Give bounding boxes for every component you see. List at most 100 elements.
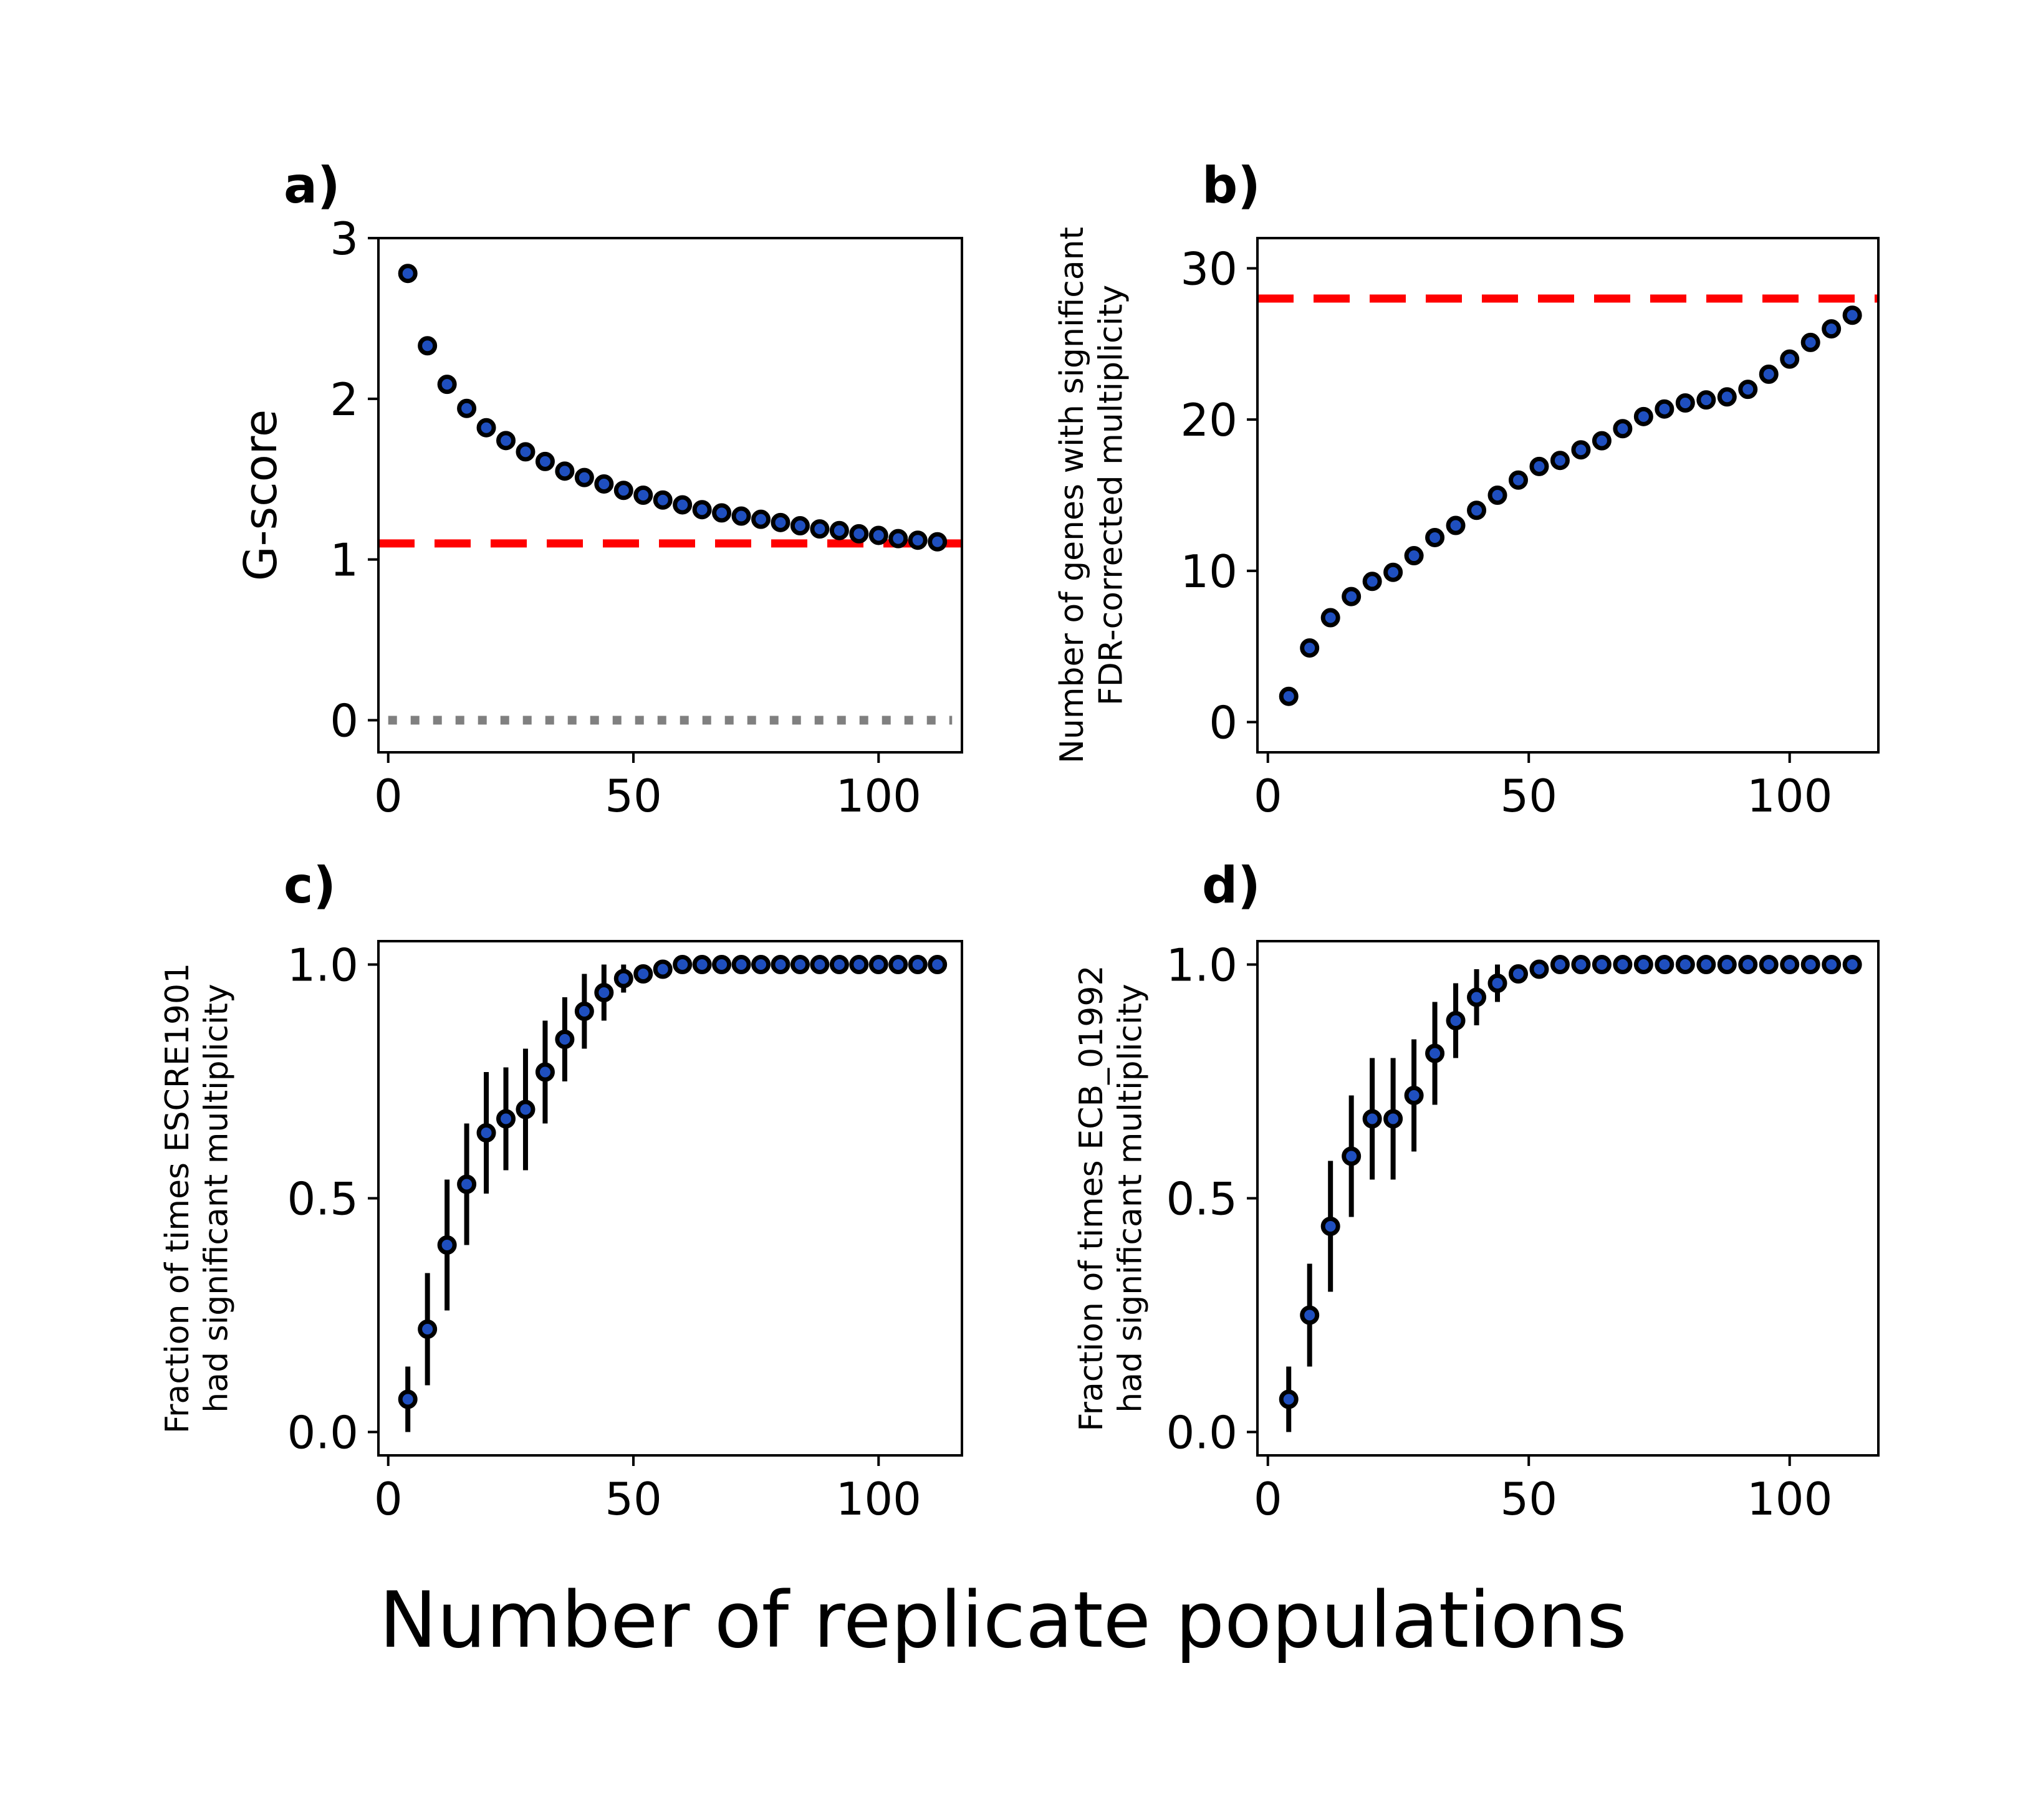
data-point	[928, 955, 948, 974]
data-point	[1446, 515, 1466, 535]
data-point	[829, 520, 849, 540]
data-point	[1467, 501, 1487, 520]
y-axis-label-line: had significant multiplicity	[198, 984, 236, 1412]
data-point	[1362, 572, 1382, 592]
y-axis-label-line: had significant multiplicity	[1112, 984, 1150, 1412]
data-point	[1425, 527, 1445, 547]
data-point	[418, 336, 438, 356]
data-point	[673, 495, 693, 515]
panel-c: c) 0 50 100 0.0 0.5 1.0 Fraction of times ESCRE…	[159, 856, 963, 1525]
data-point	[476, 418, 496, 438]
data-point	[496, 431, 516, 451]
data-point	[1696, 955, 1716, 974]
data-point	[1446, 1011, 1466, 1030]
data-point	[516, 1099, 536, 1119]
data-point	[1300, 638, 1320, 658]
data-point	[1508, 964, 1528, 984]
data-point	[731, 506, 751, 526]
data-point	[613, 481, 633, 501]
data-point	[1717, 955, 1737, 974]
data-point	[1342, 587, 1362, 606]
y-axis-label: Fraction of times ESCRE1901had significa…	[159, 963, 235, 1434]
data-point	[633, 486, 653, 505]
data-point	[1675, 393, 1695, 413]
data-point	[1529, 959, 1549, 979]
data-point	[1383, 562, 1403, 582]
data-point	[751, 955, 771, 974]
x-tick-label: 0	[374, 1473, 403, 1525]
data-point	[594, 983, 614, 1002]
y-tick-label: 10	[1180, 545, 1237, 598]
panel-label: a)	[284, 156, 340, 214]
data-point	[1842, 305, 1862, 325]
panel-a: a) 0 50 100 0 1 2 3 G-score	[234, 156, 963, 822]
x-tick-label: 100	[1747, 770, 1832, 822]
y-axis-label-line: FDR-corrected multiplicity	[1093, 285, 1130, 706]
data-point	[613, 969, 633, 989]
data-point	[790, 515, 810, 535]
data-point	[868, 955, 888, 974]
data-point	[790, 955, 810, 974]
x-tick-label: 0	[1254, 1473, 1282, 1525]
data-point	[1780, 349, 1800, 369]
figure-xlabel: Number of replicate populations	[379, 1576, 1627, 1665]
y-tick-label: 1.0	[287, 939, 358, 992]
x-tick-label: 50	[605, 1473, 662, 1525]
x-tick-label: 100	[836, 1473, 921, 1525]
data-point	[476, 1123, 496, 1142]
y-tick-label: 1	[330, 534, 358, 587]
panel-label: c)	[284, 856, 336, 914]
data-point	[692, 500, 712, 520]
panel-label: b)	[1202, 156, 1261, 214]
axes-frame	[1256, 237, 1880, 754]
y-axis-label-line: Number of genes with significant	[1054, 227, 1091, 764]
data-point	[574, 1002, 594, 1021]
y-axis-label: G-score	[234, 410, 287, 581]
data-point	[888, 529, 908, 548]
data-point	[1383, 1109, 1403, 1129]
data-point	[751, 509, 771, 529]
data-point	[1822, 955, 1842, 974]
data-point	[437, 1235, 457, 1255]
data-point	[1550, 451, 1570, 471]
panels: a) 0 50 100 0 1 2 3 G-score b) 0 50 100 0 10 20 30 Number…	[159, 156, 1880, 1525]
data-point	[418, 1320, 438, 1339]
data-point	[1613, 955, 1633, 974]
data-point	[829, 955, 849, 974]
data-point	[810, 519, 830, 539]
data-point	[1550, 955, 1570, 974]
data-point	[1571, 955, 1591, 974]
data-point	[1842, 955, 1862, 974]
data-point	[928, 532, 948, 552]
data-point	[1404, 1086, 1424, 1105]
data-point	[1822, 319, 1842, 339]
data-point	[535, 1062, 555, 1082]
data-point	[1529, 456, 1549, 476]
data-point	[1675, 955, 1695, 974]
data-point	[1320, 1217, 1340, 1236]
data-point	[1508, 470, 1528, 490]
data-point	[457, 1174, 477, 1194]
x-tick-label: 100	[836, 770, 921, 822]
panel-d: d) 0 50 100 0.0 0.5 1.0 Fraction of times ECB_0…	[1073, 856, 1880, 1525]
data-point	[1571, 440, 1591, 460]
data-point	[1279, 686, 1299, 706]
data-point	[771, 512, 790, 532]
data-point	[555, 461, 575, 481]
x-tick-label: 50	[1500, 770, 1557, 822]
x-tick-label: 0	[1254, 770, 1282, 822]
data-point	[1300, 1305, 1320, 1325]
data-point	[555, 1030, 575, 1049]
data-point	[653, 490, 673, 510]
data-point	[810, 955, 830, 974]
y-axis-label: Fraction of times ECB_01992had significa…	[1073, 965, 1149, 1431]
data-point	[692, 955, 712, 974]
data-point	[1759, 955, 1779, 974]
data-point	[849, 524, 869, 544]
y-axis-label-line: Fraction of times ESCRE1901	[159, 963, 196, 1434]
panel-b: b) 0 50 100 0 10 20 30 Number of genes with sign…	[1054, 156, 1880, 822]
x-tick-label: 50	[1500, 1473, 1557, 1525]
data-point	[437, 375, 457, 395]
y-axis-label: Number of genes with significantFDR-corr…	[1054, 227, 1130, 764]
x-tick-label: 0	[374, 770, 403, 822]
